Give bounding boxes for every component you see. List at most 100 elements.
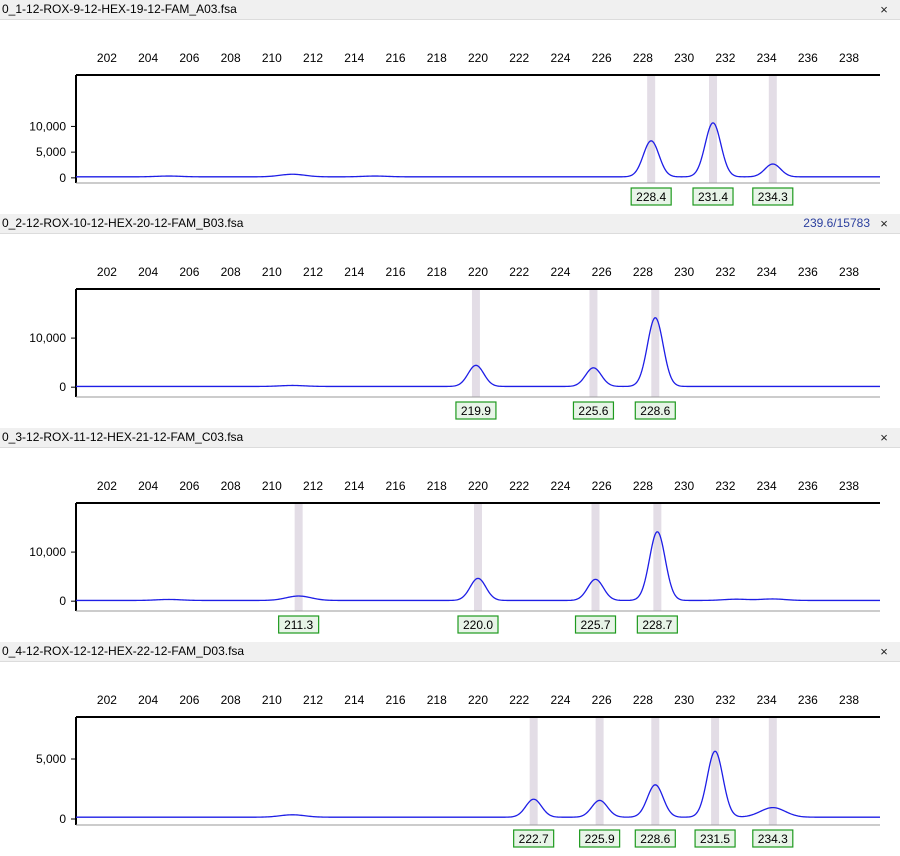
file-name: 0_4-12-ROX-12-12-HEX-22-12-FAM_D03.fsa <box>2 644 245 658</box>
x-tick-label: 228 <box>633 51 653 65</box>
close-icon[interactable]: × <box>880 216 888 231</box>
panel-header: 0_1-12-ROX-9-12-HEX-19-12-FAM_A03.fsa × <box>0 0 900 20</box>
peak-label-box <box>752 829 794 848</box>
x-tick-label: 238 <box>839 693 859 707</box>
trace-chart[interactable]: 202 204 206 208 210 212 214 216 218 220 222 224 226 2… <box>0 448 900 642</box>
y-tick-label: 0 <box>59 594 66 608</box>
peak-label-box <box>572 401 615 420</box>
peak-label-box <box>630 187 672 206</box>
peak-highlight-band <box>653 503 662 611</box>
x-tick-label: 236 <box>798 265 818 279</box>
x-tick-label: 226 <box>592 479 612 493</box>
panel-header: 0_4-12-ROX-12-12-HEX-22-12-FAM_D03.fsa × <box>0 642 900 662</box>
y-tick-label: 0 <box>59 380 66 394</box>
x-tick-label: 224 <box>550 265 570 279</box>
x-tick-label: 210 <box>262 265 282 279</box>
trace-chart[interactable]: 202 204 206 208 210 212 214 216 218 220 222 224 226 2… <box>0 20 900 214</box>
cursor-readout: 239.6/15783 <box>803 216 870 230</box>
signal-trace-line <box>76 317 880 388</box>
x-tick-label: 218 <box>427 693 447 707</box>
x-tick-label: 210 <box>262 51 282 65</box>
x-tick-label: 212 <box>303 479 323 493</box>
x-tick-label: 232 <box>715 479 735 493</box>
peak-label-box <box>278 615 320 634</box>
x-tick-label: 234 <box>757 693 777 707</box>
close-icon[interactable]: × <box>880 430 888 445</box>
peak-size-label: 231.5 <box>700 832 730 846</box>
close-icon[interactable]: × <box>880 644 888 659</box>
file-name: 0_1-12-ROX-9-12-HEX-19-12-FAM_A03.fsa <box>2 2 237 16</box>
peak-label-box <box>455 401 497 420</box>
peak-size-label: 231.4 <box>698 190 728 204</box>
y-tick-label: 10,000 <box>29 545 66 559</box>
x-tick-label: 234 <box>757 479 777 493</box>
x-tick-label: 216 <box>386 51 406 65</box>
y-tick-label: 5,000 <box>36 752 66 766</box>
x-tick-label: 228 <box>633 265 653 279</box>
file-name: 0_3-12-ROX-11-12-HEX-21-12-FAM_C03.fsa <box>2 430 244 444</box>
x-tick-label: 234 <box>757 51 777 65</box>
x-tick-label: 206 <box>179 479 199 493</box>
peak-highlight-band <box>651 289 660 397</box>
x-tick-label: 216 <box>386 693 406 707</box>
peak-label-box <box>513 829 555 848</box>
y-tick-label: 10,000 <box>29 119 66 133</box>
peak-highlight-band <box>651 717 660 825</box>
x-tick-label: 202 <box>97 479 117 493</box>
peak-size-label: 219.9 <box>461 404 491 418</box>
peak-highlight-band <box>294 503 303 611</box>
x-tick-label: 210 <box>262 693 282 707</box>
x-tick-label: 238 <box>839 479 859 493</box>
peak-label-box <box>692 187 734 206</box>
x-tick-label: 226 <box>592 693 612 707</box>
peak-highlight-band <box>768 75 777 183</box>
x-tick-label: 224 <box>550 51 570 65</box>
peak-size-label: 234.3 <box>758 832 788 846</box>
peak-label-box <box>752 187 794 206</box>
peak-label-box <box>579 829 621 848</box>
peak-label-box <box>634 829 676 848</box>
y-tick-label: 0 <box>59 812 66 826</box>
x-tick-label: 214 <box>344 693 364 707</box>
x-tick-label: 220 <box>468 479 488 493</box>
panel-header: 0_2-12-ROX-10-12-HEX-20-12-FAM_B03.fsa 2… <box>0 214 900 234</box>
close-icon[interactable]: × <box>880 2 888 17</box>
peak-highlight-band <box>471 289 480 397</box>
x-tick-label: 226 <box>592 265 612 279</box>
x-tick-label: 208 <box>221 51 241 65</box>
peak-highlight-band <box>529 717 538 825</box>
peak-size-label: 228.6 <box>640 832 670 846</box>
x-tick-label: 210 <box>262 479 282 493</box>
x-tick-label: 224 <box>550 693 570 707</box>
trace-panel-a03: 0_1-12-ROX-9-12-HEX-19-12-FAM_A03.fsa × … <box>0 0 900 214</box>
peak-size-label: 225.9 <box>585 832 615 846</box>
x-tick-label: 222 <box>509 693 529 707</box>
trace-panel-c03: 0_3-12-ROX-11-12-HEX-21-12-FAM_C03.fsa ×… <box>0 428 900 642</box>
trace-chart[interactable]: 202 204 206 208 210 212 214 216 218 220 222 224 226 2… <box>0 662 900 856</box>
peak-highlight-band <box>589 289 598 397</box>
x-tick-label: 214 <box>344 51 364 65</box>
y-tick-label: 0 <box>59 171 66 185</box>
signal-trace-line <box>76 122 880 178</box>
x-tick-label: 218 <box>427 479 447 493</box>
peak-highlight-band <box>591 503 600 611</box>
x-tick-label: 236 <box>798 51 818 65</box>
trace-chart[interactable]: 202 204 206 208 210 212 214 216 218 220 222 224 226 2… <box>0 234 900 428</box>
y-tick-label: 10,000 <box>29 331 66 345</box>
x-tick-label: 230 <box>674 265 694 279</box>
x-tick-label: 214 <box>344 479 364 493</box>
trace-panel-b03: 0_2-12-ROX-10-12-HEX-20-12-FAM_B03.fsa 2… <box>0 214 900 428</box>
x-tick-label: 228 <box>633 479 653 493</box>
peak-size-label: 234.3 <box>758 190 788 204</box>
peak-size-label: 222.7 <box>519 832 549 846</box>
x-tick-label: 214 <box>344 265 364 279</box>
peak-highlight-band <box>711 717 720 825</box>
x-tick-label: 216 <box>386 479 406 493</box>
x-tick-label: 216 <box>386 265 406 279</box>
x-tick-label: 208 <box>221 479 241 493</box>
x-tick-label: 206 <box>179 693 199 707</box>
x-tick-label: 218 <box>427 51 447 65</box>
peak-size-label: 211.3 <box>284 618 313 632</box>
file-name: 0_2-12-ROX-10-12-HEX-20-12-FAM_B03.fsa <box>2 216 244 230</box>
